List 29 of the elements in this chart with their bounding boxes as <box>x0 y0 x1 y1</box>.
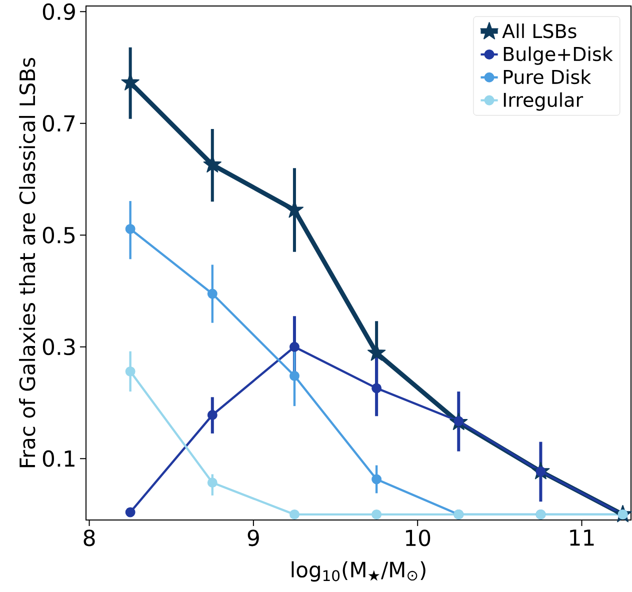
y-tick-label: 0.7 <box>42 115 75 132</box>
point <box>125 224 136 234</box>
x-tick-label: 11 <box>570 530 594 546</box>
point <box>289 370 300 381</box>
point <box>125 366 136 376</box>
point <box>454 416 464 426</box>
point <box>289 509 300 520</box>
y-tick-label: 0.1 <box>42 450 74 467</box>
point <box>372 474 382 484</box>
point <box>207 288 218 299</box>
legend-label: All LSBs <box>502 24 576 38</box>
point <box>372 509 382 520</box>
point <box>125 507 136 518</box>
legend-label: Pure Disk <box>504 69 592 84</box>
y-axis-title: Frac of Galaxies that are Classical LSBs <box>19 58 36 468</box>
x-tick-label: 10 <box>406 530 430 546</box>
x-tick-label: 9 <box>248 530 259 546</box>
legend-label: Bulge+Disk <box>504 46 613 65</box>
x-tick-label: 8 <box>84 530 95 546</box>
x-axis-title: log$_{10}$(M$_{★}$/M$_{⊙}$) <box>292 561 426 582</box>
point <box>372 383 382 394</box>
point <box>207 478 218 488</box>
point <box>536 466 546 476</box>
y-tick-label: 0.5 <box>42 226 75 244</box>
legend-label: Irregular <box>504 92 584 111</box>
y-tick-label: 0.3 <box>42 338 75 356</box>
point <box>207 410 218 420</box>
point <box>289 342 300 352</box>
y-tick-label: 0.9 <box>42 3 75 20</box>
